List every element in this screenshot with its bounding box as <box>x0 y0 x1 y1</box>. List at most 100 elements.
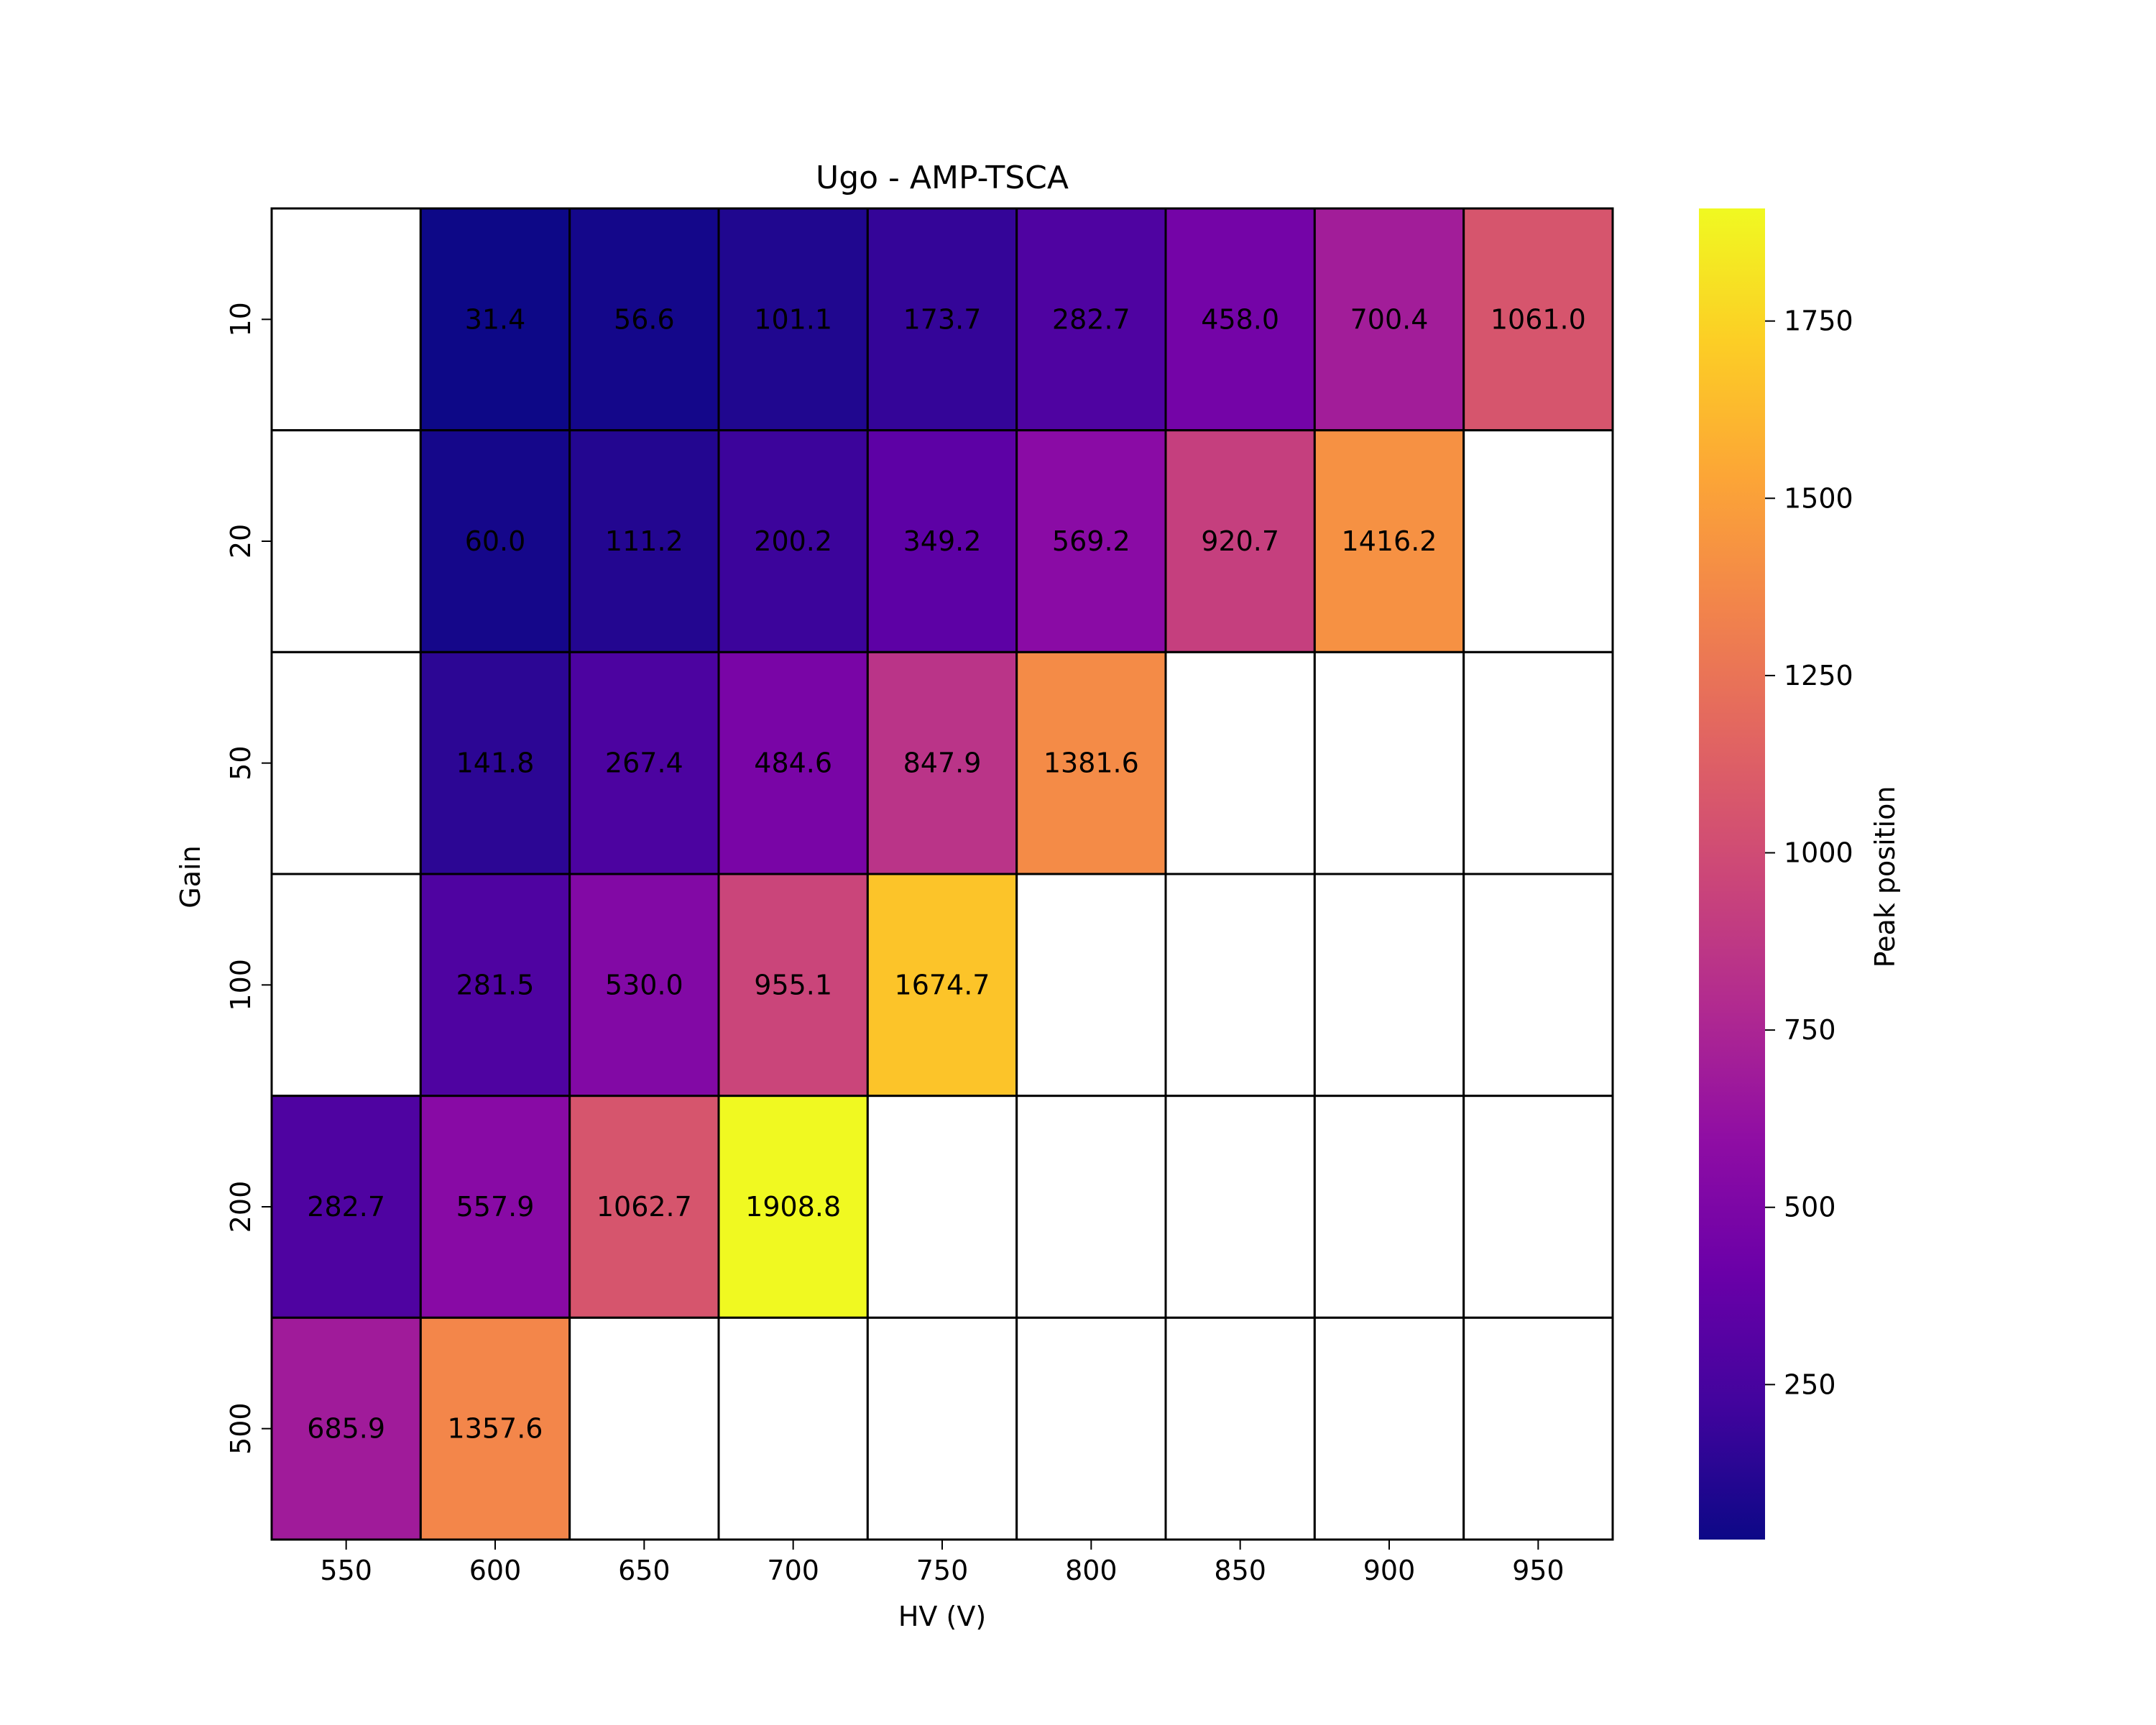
heatmap-cell-empty <box>866 1095 1018 1319</box>
cell-value-label: 530.0 <box>605 969 683 1000</box>
cell-value-label: 101.1 <box>754 303 832 335</box>
colorbar-label: Peak position <box>1869 786 1901 968</box>
x-tick-label: 800 <box>1065 1555 1118 1586</box>
heatmap-cell-empty <box>717 1316 869 1541</box>
heatmap-cell-empty <box>1015 1095 1167 1319</box>
cell-value-label: 1416.2 <box>1342 525 1437 557</box>
heatmap-cell <box>1164 207 1316 432</box>
x-tick-label: 600 <box>469 1555 522 1586</box>
heatmap-cell <box>568 873 720 1098</box>
chart-title: Ugo - AMP-TSCA <box>816 160 1069 196</box>
heatmap-cell <box>717 650 869 875</box>
heatmap-cell <box>270 1316 422 1541</box>
colorbar-tick-label: 750 <box>1784 1014 1836 1046</box>
heatmap-cell-labels: 31.4 56.6 101.1 173.7 282.7 458.0 700.4 1061.0 6… <box>307 303 1586 1444</box>
cell-value-label: 282.7 <box>1052 303 1130 335</box>
heatmap-cell-empty <box>1462 1095 1614 1319</box>
colorbar-tick-label: 1750 <box>1784 305 1853 337</box>
x-axis: 550 600 650 700 750 800 850 900 950 <box>320 1540 1565 1586</box>
heatmap-cell-empty <box>1164 650 1316 875</box>
cell-value-label: 1674.7 <box>895 969 990 1000</box>
y-tick-label: 200 <box>225 1181 257 1233</box>
cell-value-label: 281.5 <box>456 969 535 1000</box>
heatmap-cell <box>1015 650 1167 875</box>
colorbar-gradient <box>1699 208 1765 1540</box>
cell-value-label: 56.6 <box>614 303 675 335</box>
cell-value-label: 282.7 <box>307 1191 385 1223</box>
x-tick-label: 900 <box>1363 1555 1416 1586</box>
x-tick-label: 950 <box>1512 1555 1565 1586</box>
heatmap-cell-empty <box>270 207 422 432</box>
x-tick-label: 700 <box>767 1555 819 1586</box>
heatmap-cell-empty <box>866 1316 1018 1541</box>
heatmap-cell-empty <box>1313 873 1465 1098</box>
cell-value-label: 1357.6 <box>448 1413 543 1445</box>
cell-value-label: 685.9 <box>307 1413 385 1445</box>
cell-value-label: 1381.6 <box>1044 748 1139 779</box>
heatmap-cell-empty <box>1462 873 1614 1098</box>
colorbar-tick-label: 1500 <box>1784 482 1853 514</box>
heatmap-cell-empty <box>1462 429 1614 653</box>
heatmap-cell <box>1164 429 1316 653</box>
heatmap-cell-empty <box>1313 1316 1465 1541</box>
heatmap-cell-empty <box>1164 1095 1316 1319</box>
cell-value-label: 458.0 <box>1201 303 1279 335</box>
cell-value-label: 484.6 <box>754 748 832 779</box>
cell-value-label: 847.9 <box>903 748 982 779</box>
cell-value-label: 173.7 <box>903 303 982 335</box>
colorbar-tick-label: 250 <box>1784 1368 1836 1400</box>
heatmap-cell-empty <box>270 873 422 1098</box>
cell-value-label: 31.4 <box>465 303 526 335</box>
y-axis-label: Gain <box>175 845 206 908</box>
colorbar: 250 500 750 1000 1250 1500 1750 <box>1699 208 1853 1540</box>
heatmap-cells <box>270 207 1614 1541</box>
heatmap-cell-empty <box>1462 650 1614 875</box>
heatmap-cell-empty <box>1015 873 1167 1098</box>
heatmap-cell-empty <box>1462 1316 1614 1541</box>
heatmap-cell <box>866 650 1018 875</box>
y-tick-label: 50 <box>225 745 257 780</box>
cell-value-label: 349.2 <box>903 525 982 557</box>
cell-value-label: 557.9 <box>456 1191 535 1223</box>
heatmap-cell <box>717 1095 869 1319</box>
heatmap-cell <box>866 429 1018 653</box>
y-tick-label: 100 <box>225 959 257 1011</box>
cell-value-label: 700.4 <box>1350 303 1429 335</box>
cell-value-label: 200.2 <box>754 525 832 557</box>
heatmap-cell-empty <box>270 650 422 875</box>
colorbar-tick-label: 500 <box>1784 1192 1836 1223</box>
heatmap-cell <box>568 1095 720 1319</box>
x-tick-label: 550 <box>320 1555 372 1586</box>
y-tick-label: 20 <box>225 524 257 558</box>
heatmap-cell <box>866 207 1018 432</box>
heatmap-cell-empty <box>270 429 422 653</box>
colorbar-tick-label: 1000 <box>1784 837 1853 869</box>
x-axis-label: HV (V) <box>898 1601 986 1632</box>
heatmap-cell <box>717 207 869 432</box>
heatmap-cell <box>1462 207 1614 432</box>
x-tick-label: 650 <box>618 1555 671 1586</box>
heatmap-cell <box>270 1095 422 1319</box>
cell-value-label: 1062.7 <box>596 1191 692 1223</box>
heatmap-cell <box>419 873 571 1098</box>
cell-value-label: 141.8 <box>456 748 535 779</box>
y-axis: 10 20 50 100 200 500 <box>225 302 272 1455</box>
heatmap-cell <box>419 650 571 875</box>
cell-value-label: 569.2 <box>1052 525 1130 557</box>
heatmap-cell-empty <box>1015 1316 1167 1541</box>
colorbar-tick-label: 1250 <box>1784 660 1853 691</box>
cell-value-label: 1908.8 <box>745 1191 841 1223</box>
heatmap-cell-empty <box>1164 873 1316 1098</box>
heatmap-cell <box>1015 429 1167 653</box>
x-tick-label: 750 <box>916 1555 969 1586</box>
cell-value-label: 920.7 <box>1201 525 1279 557</box>
cell-value-label: 267.4 <box>605 748 683 779</box>
heatmap-cell-empty <box>1313 650 1465 875</box>
heatmap-cell <box>1015 207 1167 432</box>
heatmap-cell <box>419 207 571 432</box>
x-tick-label: 850 <box>1214 1555 1266 1586</box>
cell-value-label: 955.1 <box>754 969 832 1000</box>
heatmap-cell <box>717 873 869 1098</box>
